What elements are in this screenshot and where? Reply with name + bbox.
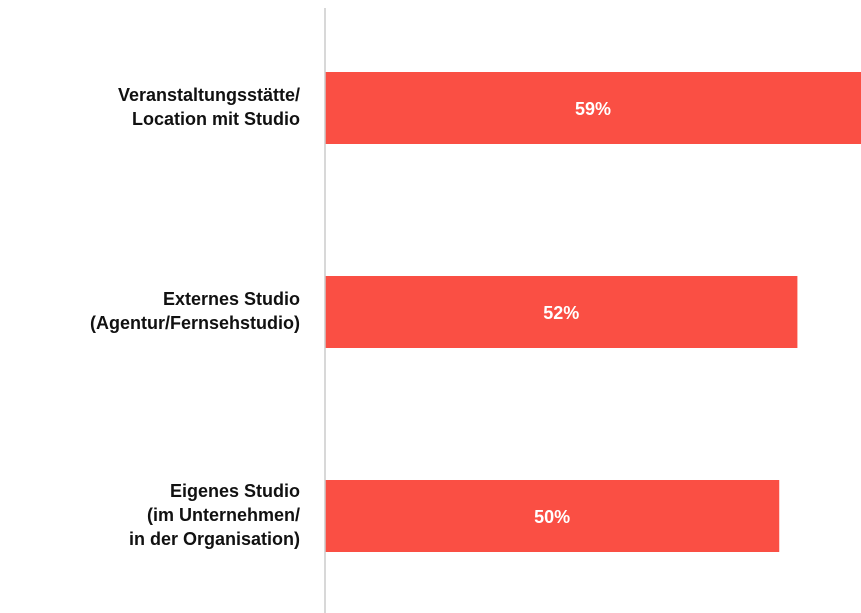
data-label: 50% [534, 507, 570, 527]
bar [325, 480, 780, 552]
bar [325, 72, 861, 144]
category-label: (im Unternehmen/ [147, 505, 300, 525]
category-label: Veranstaltungsstätte/ [118, 85, 300, 105]
bar [325, 276, 798, 348]
data-label: 52% [543, 303, 579, 323]
category-label: in der Organisation) [129, 529, 300, 549]
category-label: (Agentur/Fernsehstudio) [90, 313, 300, 333]
category-label: Externes Studio [163, 289, 300, 309]
category-label: Eigenes Studio [170, 481, 300, 501]
data-label: 59% [575, 99, 611, 119]
category-label: Location mit Studio [132, 109, 300, 129]
